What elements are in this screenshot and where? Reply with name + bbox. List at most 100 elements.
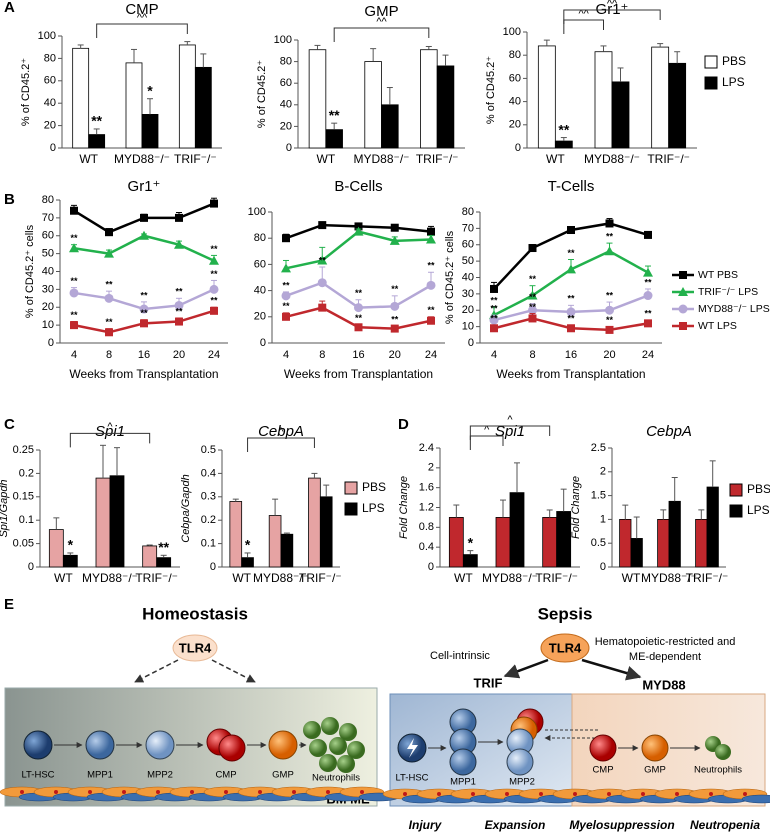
bar: [308, 49, 327, 149]
y-tick-label: 1: [600, 513, 606, 525]
legend-label: TRIF⁻/⁻ LPS: [698, 286, 758, 298]
significance: **: [606, 290, 614, 300]
bar: [72, 47, 90, 149]
point: [427, 227, 435, 236]
stroma-nucleus: [88, 790, 92, 794]
point: [426, 234, 436, 244]
y-tick-label: 80: [44, 52, 56, 64]
significance: **: [391, 284, 399, 294]
y-tick-label: 1.6: [419, 482, 434, 494]
y-tick-label: 40: [42, 265, 54, 277]
pathway: TRIF: [474, 675, 503, 690]
legend-swatch: [729, 483, 743, 497]
bar: [695, 519, 708, 568]
point: [175, 213, 183, 222]
bar: [657, 519, 670, 568]
cell-label: MPP2: [147, 770, 173, 781]
significance: **: [567, 248, 575, 258]
point: [644, 319, 652, 328]
point: [605, 325, 614, 334]
significance: **: [319, 255, 327, 265]
stroma-nucleus: [607, 792, 611, 796]
point: [567, 324, 575, 333]
bar: [48, 529, 64, 568]
bar: [448, 517, 464, 568]
x-tick-label: WT: [79, 152, 98, 166]
significance: **: [644, 308, 652, 318]
stage-label: Myelosuppression: [569, 818, 674, 832]
bar: [630, 538, 643, 568]
note: ME-dependent: [629, 651, 701, 663]
x-tick-label: WT: [232, 571, 251, 585]
y-tick-label: 0: [260, 337, 266, 349]
y-tick-label: 70: [462, 222, 474, 234]
y-tick-label: 60: [44, 75, 56, 87]
significance: **: [490, 313, 498, 323]
point: [282, 312, 290, 321]
y-tick-label: 50: [42, 248, 54, 260]
chart-title: T-Cells: [548, 178, 595, 195]
sepsis-diagram: Sepsis TLR4 Cell-intrinsic Hematopoietic…: [389, 604, 766, 832]
cell: [589, 734, 617, 762]
x-tick-label: 8: [106, 349, 112, 361]
significance: **: [282, 301, 290, 311]
y-tick-label: 20: [462, 304, 474, 316]
stroma-nucleus: [505, 792, 509, 796]
bar: [619, 519, 632, 568]
bar: [62, 554, 78, 568]
point: [390, 324, 399, 333]
stroma-nucleus: [156, 790, 160, 794]
x-tick-label: MYD88⁻/⁻: [114, 152, 170, 166]
y-tick-label: 0: [28, 561, 34, 573]
x-tick-label: 20: [603, 349, 615, 361]
x-tick-label: 16: [352, 349, 364, 361]
x-tick-label: TRIF⁻/⁻: [535, 571, 578, 585]
arrow: [503, 658, 549, 679]
significance: *: [147, 82, 153, 98]
y-tick-label: 0: [468, 337, 474, 349]
significance: **: [529, 292, 537, 302]
point: [528, 305, 537, 315]
y-axis-label: Cebpa/Gapdh: [180, 474, 192, 543]
x-tick-label: MYD88⁻/⁻: [253, 571, 309, 585]
stroma-nucleus: [403, 792, 407, 796]
legend-swatch: [729, 504, 743, 518]
bar: [142, 545, 158, 568]
point: [390, 301, 400, 311]
point: [104, 248, 114, 258]
bracket-label: ^^: [137, 12, 148, 24]
point: [209, 284, 219, 294]
chart-title: Gr1⁺: [128, 178, 161, 195]
y-tick-label: 0.5: [591, 537, 606, 549]
significance-bracket: [69, 432, 151, 448]
significance: **: [105, 317, 113, 327]
significance-bracket: [563, 9, 661, 24]
chart-title: B-Cells: [334, 178, 382, 195]
x-tick-label: WT: [317, 152, 336, 166]
legend-label: MYD88⁻/⁻ LPS: [698, 303, 770, 315]
point: [70, 321, 78, 330]
point: [317, 255, 328, 265]
bar: [436, 65, 455, 149]
point: [69, 243, 79, 253]
point: [605, 305, 614, 315]
bar: [668, 500, 681, 568]
significance: **: [490, 304, 498, 314]
significance: **: [558, 121, 569, 137]
point: [354, 222, 363, 231]
significance: **: [606, 315, 614, 325]
y-tick-label: 0: [515, 142, 521, 154]
x-tick-label: MYD88⁻/⁻: [82, 571, 138, 585]
cell-label: LT-HSC: [395, 773, 428, 784]
bar: [325, 129, 343, 149]
point: [210, 199, 218, 208]
chart-title: CebpA: [258, 423, 304, 440]
point: [140, 319, 148, 328]
x-tick-label: 16: [138, 349, 150, 361]
arrow: [134, 659, 179, 683]
x-tick-label: TRIF⁻/⁻: [686, 571, 729, 585]
significance: *: [468, 534, 474, 550]
x-tick-label: 4: [283, 349, 289, 361]
bar: [462, 554, 478, 568]
bar: [109, 475, 125, 568]
